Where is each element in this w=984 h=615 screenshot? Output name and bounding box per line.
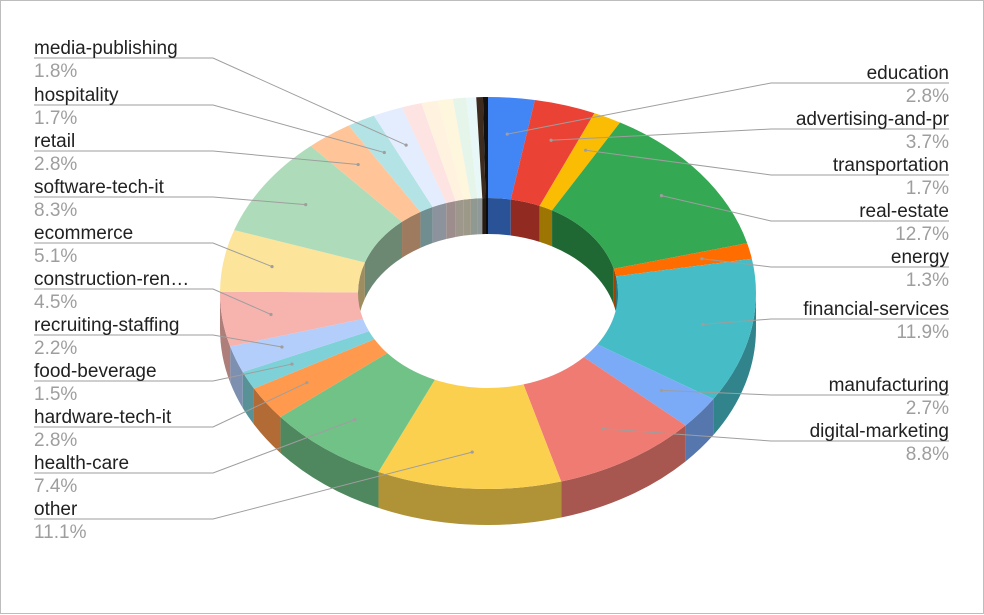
leader-dot-real-estate: [660, 194, 663, 197]
slice-label-manufacturing: manufacturing: [829, 375, 949, 396]
leader-dot-ecommerce: [270, 265, 273, 268]
slice-pct-financial-services: 11.9%: [897, 322, 950, 343]
slice-label-energy: energy: [891, 247, 950, 268]
slice-pct-other: 11.1%: [34, 522, 87, 543]
slice-pct-transportation: 1.7%: [906, 178, 949, 199]
leader-dot-hardware-tech-it: [305, 381, 308, 384]
slice-label-advertising-and-pr: advertising-and-pr: [796, 109, 950, 130]
leader-dot-health-care: [353, 418, 356, 421]
inner-wall-education: [488, 198, 511, 235]
leader-dot-recruiting-staffing: [280, 345, 283, 348]
inner-wall-unlabeled-23: [477, 198, 482, 234]
inner-wall-unlabeled-20: [456, 200, 464, 237]
slice-pct-ecommerce: 5.1%: [34, 246, 77, 267]
slice-label-hospitality: hospitality: [34, 85, 119, 106]
inner-wall-media-publishing: [433, 203, 447, 243]
slice-pct-media-publishing: 1.8%: [34, 61, 77, 82]
leader-dot-digital-marketing: [601, 427, 604, 430]
slice-label-digital-marketing: digital-marketing: [810, 421, 949, 442]
slice-label-transportation: transportation: [833, 155, 949, 176]
label-hardware-tech-it: hardware-tech-it2.8%: [34, 407, 172, 451]
label-software-tech-it: software-tech-it8.3%: [34, 177, 165, 221]
leader-dot-education: [506, 133, 509, 136]
slice-pct-software-tech-it: 8.3%: [34, 200, 77, 221]
slice-label-ecommerce: ecommerce: [34, 223, 133, 244]
slice-label-health-care: health-care: [34, 453, 129, 474]
label-advertising-and-pr: advertising-and-pr3.7%: [796, 109, 950, 153]
slice-label-recruiting-staffing: recruiting-staffing: [34, 315, 179, 336]
inner-wall-transportation: [540, 206, 552, 247]
leader-dot-food-beverage: [290, 362, 293, 365]
slice-label-real-estate: real-estate: [859, 201, 949, 222]
slice-pct-health-care: 7.4%: [34, 476, 77, 497]
inner-wall-energy: [614, 269, 616, 313]
inner-wall-advertising-and-pr: [511, 199, 540, 241]
leader-dot-media-publishing: [405, 143, 408, 146]
slice-label-retail: retail: [34, 131, 75, 152]
slice-pct-retail: 2.8%: [34, 154, 77, 175]
leader-dot-energy: [700, 257, 703, 260]
inner-wall-unlabeled-19: [446, 201, 455, 239]
slice-label-other: other: [34, 499, 78, 520]
slice-pct-food-beverage: 1.5%: [34, 384, 77, 405]
label-construction-ren: construction-ren…4.5%: [34, 269, 189, 313]
slice-pct-recruiting-staffing: 2.2%: [34, 338, 77, 359]
slice-pct-construction-ren: 4.5%: [34, 292, 77, 313]
slice-label-construction-ren: construction-ren…: [34, 269, 189, 290]
slice-pct-real-estate: 12.7%: [895, 224, 949, 245]
leader-dot-hospitality: [383, 151, 386, 154]
leader-dot-financial-services: [701, 323, 704, 326]
inner-wall-unlabeled-21: [464, 199, 471, 236]
slice-pct-energy: 1.3%: [906, 270, 949, 291]
slice-pct-digital-marketing: 8.8%: [906, 444, 949, 465]
slice-label-food-beverage: food-beverage: [34, 361, 157, 382]
slice-label-hardware-tech-it: hardware-tech-it: [34, 407, 172, 428]
slice-label-media-publishing: media-publishing: [34, 38, 178, 59]
leader-dot-other: [471, 450, 474, 453]
slice-pct-hospitality: 1.7%: [34, 108, 77, 129]
donut-top-layer: [220, 97, 756, 489]
inner-wall-unlabeled-22: [471, 198, 477, 235]
inner-wall-hospitality: [420, 207, 432, 248]
slice-label-software-tech-it: software-tech-it: [34, 177, 165, 198]
slice-pct-education: 2.8%: [906, 86, 949, 107]
inner-wall-unlabeled-24: [482, 198, 485, 234]
leader-dot-manufacturing: [660, 389, 663, 392]
leader-dot-construction-ren: [269, 313, 272, 316]
slice-label-financial-services: financial-services: [803, 299, 949, 320]
leader-dot-advertising-and-pr: [549, 139, 552, 142]
slice-label-education: education: [867, 63, 949, 84]
slice-pct-manufacturing: 2.7%: [906, 398, 949, 419]
leader-dot-transportation: [584, 149, 587, 152]
leader-dot-retail: [357, 163, 360, 166]
slice-pct-advertising-and-pr: 3.7%: [906, 132, 949, 153]
slice-pct-hardware-tech-it: 2.8%: [34, 430, 77, 451]
inner-wall-unlabeled-25: [486, 198, 488, 234]
leader-dot-software-tech-it: [304, 203, 307, 206]
